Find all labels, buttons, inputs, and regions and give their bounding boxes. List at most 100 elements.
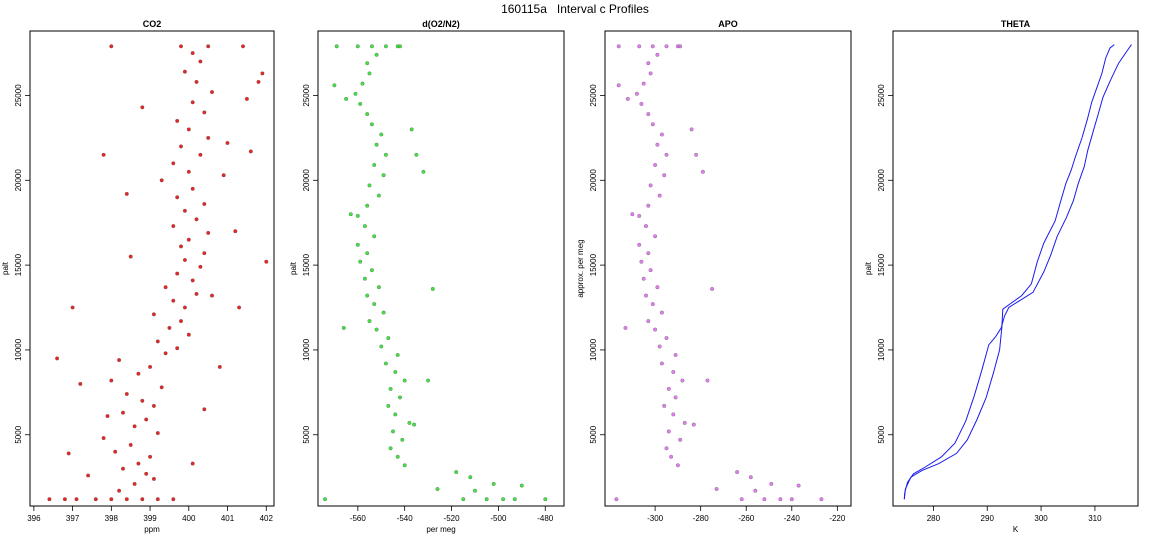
panel-3-data-point <box>714 487 719 491</box>
panel-2-data-point <box>409 127 414 132</box>
panel-1-data-point <box>202 202 207 206</box>
panel-2-data-point <box>393 370 398 374</box>
panel-2-data-point <box>402 463 407 468</box>
panel-1-data-point <box>221 173 226 178</box>
panel-4-x-axis-label: K <box>1013 525 1019 534</box>
panel-2-data-point <box>369 122 374 127</box>
panel-1-x-tick-label: 396 <box>27 514 41 523</box>
panel-2-y-tick-label: 15000 <box>302 253 311 276</box>
panel-3-data-point <box>700 169 705 174</box>
panel-1-data-point <box>198 152 203 157</box>
panel-1-data-point <box>55 356 60 361</box>
panel-3-data-point <box>657 193 662 198</box>
panel-2-data-point <box>365 203 370 208</box>
panel-2-data-point <box>379 344 384 349</box>
panel-2-data-point <box>365 251 370 256</box>
panel-3-data-point <box>650 122 655 127</box>
panel-3-data-point <box>646 112 651 117</box>
panel-3-data-point <box>623 325 628 330</box>
panel-2-data-point <box>379 132 384 137</box>
panel-2-data-point <box>334 44 339 49</box>
panel-3-data-point <box>662 403 667 408</box>
panel-2-data-point <box>332 83 337 88</box>
panel-1-data-point <box>167 325 172 330</box>
panel-2-data-point <box>391 429 395 434</box>
panel-3-data-point <box>819 497 824 502</box>
panel-3-data-point <box>691 422 696 427</box>
panel-3-data-point <box>678 437 683 442</box>
panel-2-data-point <box>341 325 346 330</box>
panel-1-data-point <box>148 364 153 369</box>
panel-3-data-point <box>637 44 642 49</box>
panel-3-data-point <box>648 183 653 188</box>
panel-1-data-point <box>241 44 245 49</box>
panel-1-data-point <box>190 100 195 105</box>
panel-3-data-point <box>664 446 669 451</box>
panel-1-data-point <box>202 251 207 256</box>
panel-3-y-tick-label: 5000 <box>589 425 598 443</box>
panel-1-data-point <box>151 476 156 481</box>
panel-1-data-point <box>182 208 187 213</box>
panel-1-data-point <box>206 44 211 49</box>
panel-3-data-point <box>659 361 664 366</box>
panel-1-data-point <box>210 293 214 298</box>
panel-1-data-point <box>202 110 207 115</box>
panel-4-x-tick-label: 290 <box>981 514 995 523</box>
panel-4-y-tick-label: 25000 <box>877 84 886 107</box>
panel-2-data-point <box>355 213 360 218</box>
panel-3-data-point <box>657 344 662 349</box>
panel-1-data-point <box>124 191 129 196</box>
panel-1-data-point <box>202 407 207 412</box>
panel-3-data-point <box>769 481 774 486</box>
panel-2-data-point <box>395 353 400 357</box>
panel-2-data-point <box>374 327 379 332</box>
panel-1-data-point <box>198 264 203 269</box>
panel-3-data-point <box>637 242 642 247</box>
panel-1-data-point <box>151 312 156 317</box>
panel-3-data-point <box>778 497 783 502</box>
panel-1-y-tick-label: 5000 <box>14 425 23 443</box>
panel-1-data-point <box>101 152 106 157</box>
panel-2-data-point <box>369 268 374 273</box>
panel-1-data-point <box>264 259 269 264</box>
panel-3-y-tick-label: 10000 <box>589 338 598 361</box>
panel-1-data-point <box>175 346 180 351</box>
panel-2-data-point <box>501 497 506 502</box>
panel-1-data-point <box>179 144 183 149</box>
panel-3-y-tick-label: 25000 <box>589 84 598 107</box>
panel-4-frame <box>892 30 1139 507</box>
panel-2-x-axis-label: per meg <box>426 525 455 534</box>
panel-3-data-point <box>653 163 658 167</box>
panel-3-data-point <box>666 386 671 391</box>
panel-3-data-point <box>646 61 651 66</box>
panel-2-data-point <box>365 112 370 117</box>
panel-3-data-point <box>789 497 794 502</box>
panel-1-data-point <box>171 224 176 229</box>
panel-3-data-point <box>662 173 667 178</box>
panel-1-data-point <box>248 149 253 154</box>
panel-2-data-point <box>473 488 477 493</box>
panel-4-series-line <box>903 44 1115 500</box>
panel-3-data-point <box>634 91 639 96</box>
panel-3-data-point <box>659 132 664 137</box>
panel-2-data-point <box>374 142 379 147</box>
panel-1-data-point <box>140 105 145 110</box>
panel-2-data-point <box>543 497 548 502</box>
panel-2-x-tick-label: -560 <box>350 514 367 523</box>
panel-3-data-point <box>673 353 678 357</box>
panel-2-data-point <box>374 52 379 57</box>
panel-2-data-point <box>344 96 349 101</box>
panel-2-data-point <box>393 412 398 417</box>
panel-3-data-point <box>639 101 644 106</box>
panel-1-data-point <box>144 417 149 422</box>
panel-1-data-point <box>151 403 156 408</box>
panel-3-data-point <box>646 319 651 324</box>
panel-1-data-point <box>190 461 195 466</box>
panel-1-data-point <box>244 96 249 101</box>
panel-1-data-point <box>155 339 160 344</box>
panel-2-data-point <box>435 487 440 491</box>
panel-2-y-axis-label: palt <box>289 261 298 275</box>
panel-3-y-tick-label: 15000 <box>589 253 598 276</box>
panel-1-data-point <box>179 244 183 249</box>
